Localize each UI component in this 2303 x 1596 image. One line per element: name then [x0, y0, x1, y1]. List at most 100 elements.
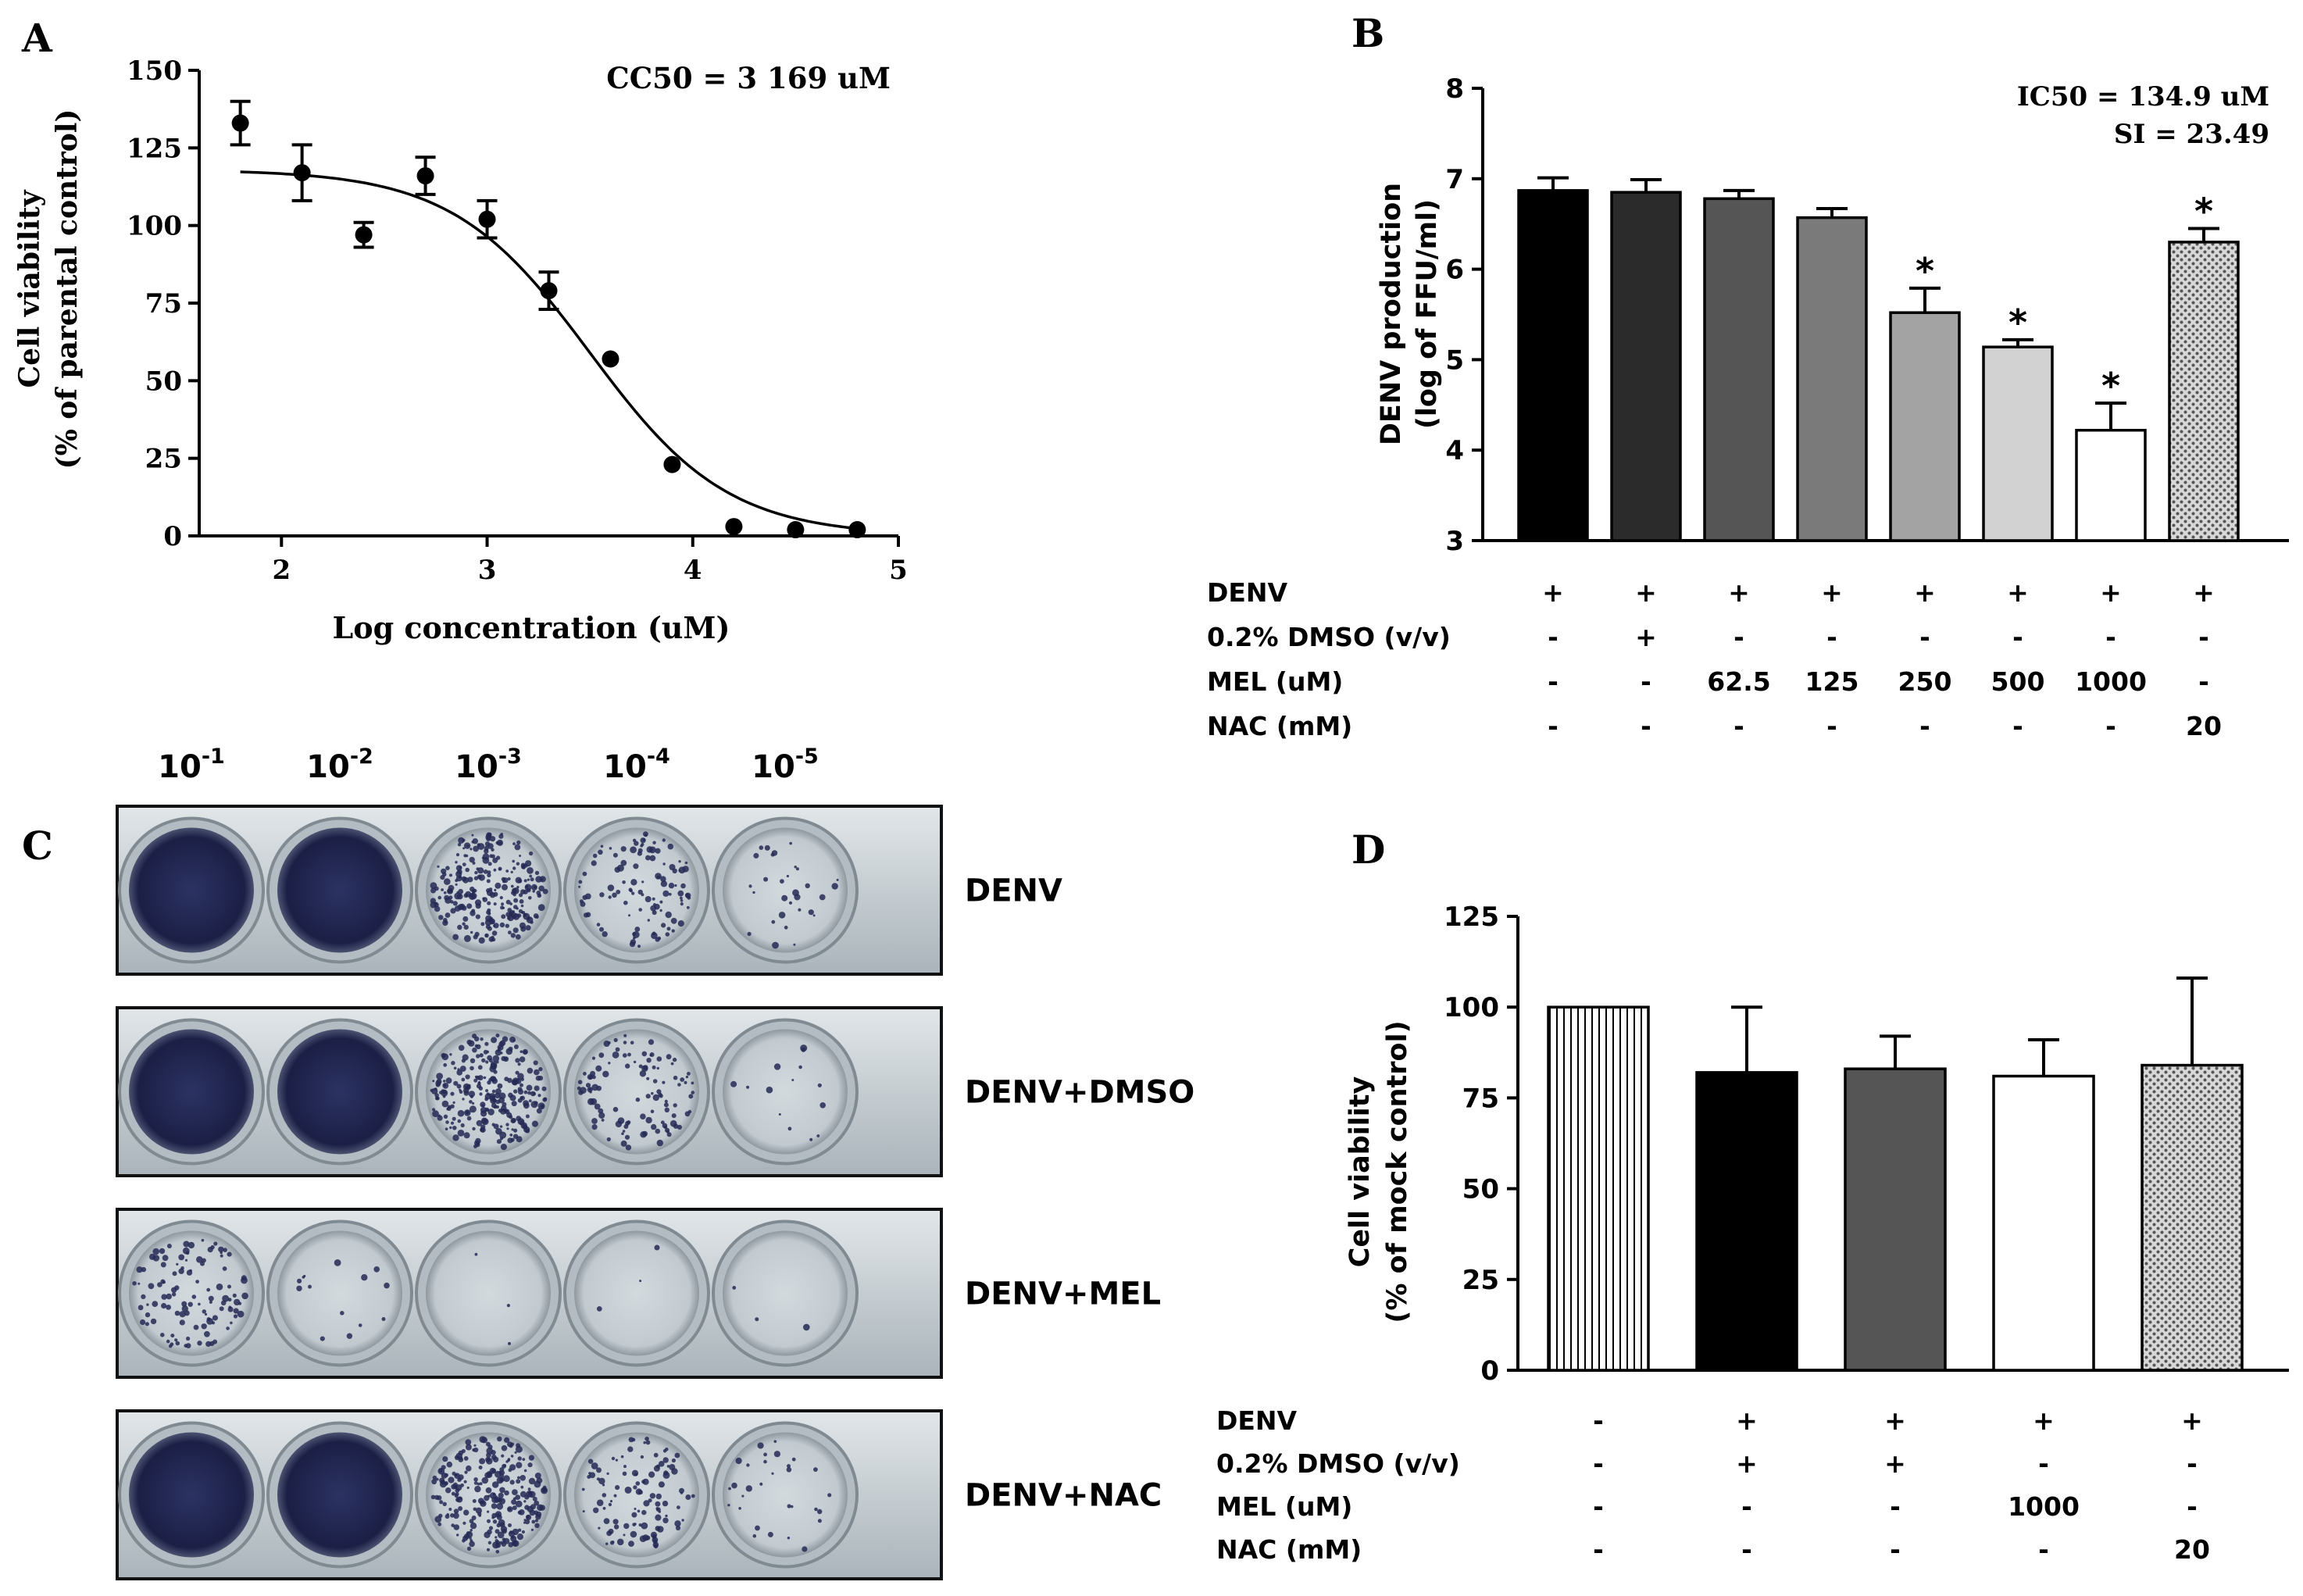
infection-focus: [527, 878, 530, 881]
infection-focus: [635, 1481, 641, 1486]
infection-focus: [771, 1472, 774, 1475]
infection-focus: [653, 1544, 659, 1549]
infection-focus: [537, 1504, 544, 1512]
dilution-exponent: -1: [202, 744, 225, 769]
plate-row: DENV: [116, 805, 1062, 976]
infection-focus: [787, 1464, 791, 1469]
infection-focus: [440, 875, 445, 880]
infection-focus: [482, 897, 485, 900]
infection-focus: [445, 1487, 452, 1494]
infection-focus: [528, 896, 532, 900]
panel-d-bar: [2141, 1063, 2244, 1372]
infection-focus: [650, 1109, 655, 1114]
infection-focus: [438, 1469, 443, 1473]
infection-focus: [620, 846, 627, 852]
infection-focus: [500, 833, 503, 836]
infection-focus: [441, 1473, 448, 1479]
infection-focus: [527, 1067, 534, 1074]
infection-focus: [648, 1471, 655, 1478]
infection-focus: [666, 1054, 672, 1060]
infection-focus: [802, 1546, 808, 1552]
panel-a-data-point: [293, 164, 311, 182]
plate-well: [426, 1230, 551, 1356]
panel-b-row-label: MEL (uM): [1207, 666, 1343, 697]
panel-d-table-cell: +: [2033, 1405, 2055, 1436]
infection-focus: [481, 1476, 489, 1484]
infection-focus: [475, 914, 480, 919]
infection-focus: [471, 1516, 477, 1520]
infection-focus: [507, 1506, 513, 1512]
infection-focus: [458, 875, 462, 879]
panel-b-y-label-2: (log of FFU/ml): [1412, 199, 1443, 429]
infection-focus: [465, 867, 470, 873]
infection-focus: [475, 1142, 480, 1148]
infection-focus: [738, 1507, 741, 1510]
infection-focus: [625, 1063, 630, 1069]
infection-focus: [635, 1488, 642, 1495]
infection-focus: [506, 1127, 509, 1130]
infection-focus: [495, 1092, 501, 1099]
infection-focus: [770, 852, 775, 857]
infection-focus: [592, 853, 598, 859]
infection-focus: [475, 1507, 483, 1514]
infection-focus: [582, 1510, 585, 1513]
infection-focus: [663, 1470, 669, 1476]
infection-focus: [612, 1052, 619, 1059]
infection-focus: [772, 941, 779, 949]
infection-focus: [504, 1490, 509, 1496]
infection-focus: [436, 1073, 443, 1080]
infection-focus: [437, 895, 441, 900]
dilution-base: 10: [603, 749, 647, 785]
dilution-exponent: -3: [498, 744, 522, 769]
infection-focus: [605, 1542, 609, 1545]
infection-focus: [794, 894, 801, 901]
infection-focus: [612, 1541, 615, 1544]
infection-focus: [460, 1123, 465, 1128]
infection-focus: [227, 1298, 232, 1302]
infection-focus: [473, 845, 479, 852]
infection-focus: [640, 1455, 644, 1459]
infection-focus: [487, 901, 491, 905]
infection-focus: [510, 933, 516, 938]
infection-focus: [595, 1065, 602, 1072]
infection-focus: [452, 1126, 457, 1130]
infection-focus: [787, 1126, 792, 1131]
panel-b-y-label: DENV production: [1376, 183, 1407, 445]
panel-a-y-tick-label: 50: [145, 366, 182, 397]
infection-focus: [505, 1123, 509, 1126]
panel-d-bar: [1695, 1071, 1798, 1372]
infection-focus: [186, 1269, 193, 1276]
infection-focus: [437, 1115, 443, 1121]
infection-focus: [430, 1494, 436, 1500]
infection-focus: [665, 911, 672, 919]
infection-focus: [512, 859, 515, 863]
infection-focus: [484, 1041, 489, 1046]
infection-focus: [449, 873, 452, 877]
infection-focus: [801, 1048, 806, 1052]
infection-focus: [497, 1531, 505, 1539]
infection-focus: [645, 855, 651, 861]
infection-focus: [445, 1120, 449, 1124]
infection-focus: [168, 1344, 173, 1348]
infection-focus: [529, 851, 534, 856]
infection-focus: [476, 1119, 483, 1126]
infection-focus: [515, 934, 521, 940]
infection-focus: [653, 1452, 659, 1458]
infection-focus: [628, 1541, 634, 1547]
infection-focus: [591, 1084, 598, 1091]
infection-focus: [621, 1132, 624, 1135]
infection-focus: [641, 1065, 648, 1073]
infection-focus: [483, 869, 488, 874]
infection-focus: [459, 1088, 462, 1091]
infection-focus: [588, 1472, 591, 1475]
infection-focus: [202, 1258, 206, 1263]
infection-focus: [503, 1109, 509, 1113]
panel-b-table-cell: +: [1635, 577, 1657, 608]
infection-focus: [201, 1323, 207, 1330]
infection-focus: [515, 1494, 521, 1500]
infection-focus: [602, 1506, 606, 1510]
infection-focus: [501, 1454, 505, 1458]
infection-focus: [606, 1137, 611, 1141]
panel-b-table-cell: -: [1919, 711, 1930, 741]
infection-focus: [633, 1485, 637, 1490]
